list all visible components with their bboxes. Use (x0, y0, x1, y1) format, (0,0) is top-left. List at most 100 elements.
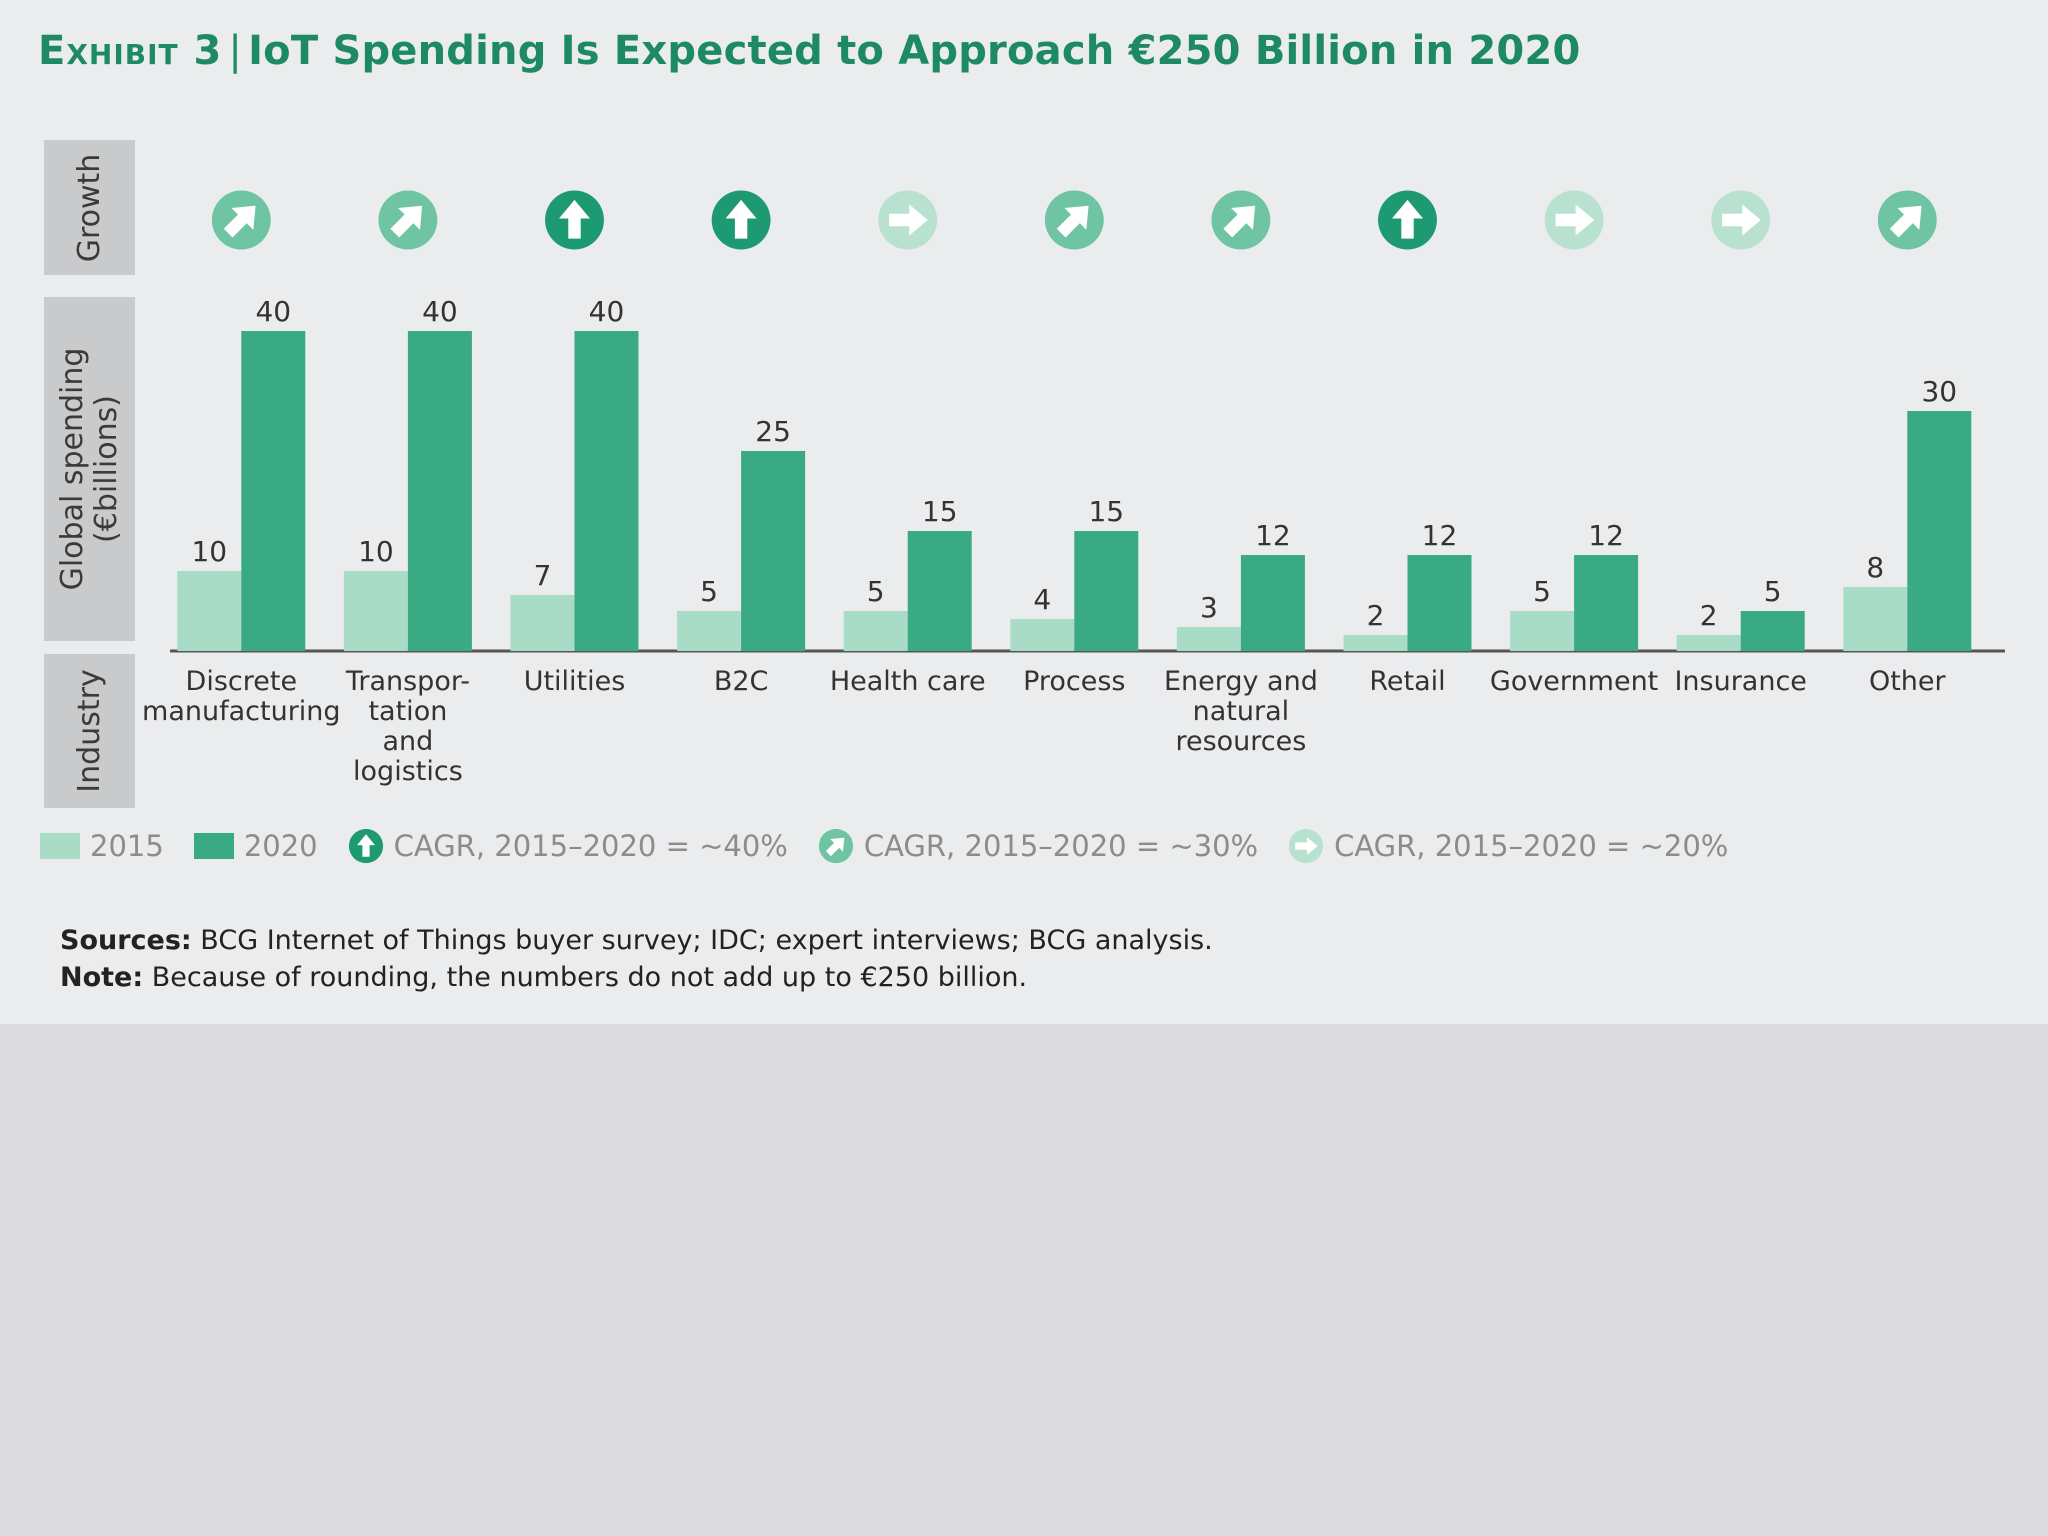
arrow-right-circle-icon (1288, 828, 1324, 864)
category-label-1-2: and (383, 726, 434, 757)
bar-2015-4 (843, 611, 908, 651)
growth-icon-7 (1378, 190, 1437, 250)
growth-icon-3 (711, 190, 771, 250)
data-label-2015-8: 5 (1533, 575, 1551, 608)
growth-icon-3-arrow (725, 199, 757, 239)
bar-2015-0 (177, 571, 242, 651)
growth-icon-2-arrow (559, 199, 590, 239)
bar-2015-5 (1010, 619, 1075, 651)
bar-2020-1 (407, 331, 472, 651)
legend-label-cagr40: CAGR, 2015–2020 = ~40% (393, 829, 788, 863)
data-label-2015-10: 8 (1866, 551, 1884, 584)
bar-2015-8 (1510, 611, 1575, 651)
legend-swatch-2020 (193, 833, 234, 859)
growth-icon-9-arrow (1722, 204, 1761, 236)
data-label-2020-3: 25 (755, 415, 791, 448)
legend-swatch-2015 (40, 833, 80, 859)
data-label-2020-7: 12 (1422, 519, 1458, 552)
category-label-8-0: Government (1490, 666, 1658, 697)
category-label-0-0: Discrete (186, 666, 298, 697)
growth-icon-10-arrow (1889, 205, 1922, 238)
growth-icon-7-arrow (1392, 199, 1423, 239)
bar-2015-2 (510, 595, 575, 651)
growth-icon-8-arrow (1555, 204, 1595, 236)
bar-2020-6 (1240, 555, 1305, 651)
category-label-10-0: Other (1869, 666, 1947, 697)
bar-2015-1 (343, 571, 408, 651)
category-label-6-2: resources (1175, 726, 1306, 757)
growth-icon-5-arrow (1056, 205, 1089, 238)
exhibit-title: Exhibit 3 | IoT Spending Is Expected to Ap… (38, 28, 1580, 74)
growth-icon-4 (878, 190, 938, 250)
bar-2020-5 (1074, 531, 1139, 651)
growth-icon-2 (545, 190, 604, 250)
data-label-2015-2: 7 (534, 559, 552, 592)
title-text: IoT Spending Is Expected to Approach €25… (248, 28, 1581, 74)
bar-2015-9 (1676, 635, 1741, 651)
growth-icon-1-arrow (390, 205, 423, 238)
legend-item-2020: 2020 (193, 829, 318, 863)
growth-icon-9 (1711, 190, 1771, 250)
data-label-2020-10: 30 (1921, 375, 1957, 408)
legend-icon-shape-leg-ic30 (818, 828, 853, 864)
bar-2020-3 (741, 451, 806, 651)
category-label-1-1: tation (368, 696, 447, 727)
legend-icon-shape-leg-ic20 (1288, 828, 1324, 864)
category-label-3-0: B2C (714, 666, 769, 697)
source-notes: Sources: BCG Internet of Things buyer su… (60, 922, 1213, 996)
data-label-2015-1: 10 (358, 535, 394, 568)
data-label-2015-0: 10 (191, 535, 227, 568)
bar-2020-8 (1574, 555, 1639, 651)
leg-ic40-arrow (356, 834, 375, 857)
category-label-2-0: Utilities (524, 666, 626, 697)
growth-icon-1 (378, 190, 438, 250)
legend-label-2015: 2015 (90, 829, 164, 863)
growth-icon-0 (211, 190, 271, 250)
industry-row-header: Industry (44, 654, 135, 808)
leg-ic30-arrow (825, 837, 845, 857)
bar-2015-3 (677, 611, 742, 651)
bar-2015-10 (1843, 587, 1908, 651)
title-separator: | (228, 28, 243, 74)
category-label-4-0: Health care (830, 666, 986, 697)
legend-icon-shape-leg-ic40 (348, 828, 383, 864)
category-label-0-1: manufacturing (142, 696, 341, 727)
bar-2020-9 (1740, 611, 1805, 651)
growth-icon-10 (1877, 190, 1937, 250)
data-label-2020-5: 15 (1088, 495, 1124, 528)
exhibit-number: Exhibit 3 (38, 28, 223, 74)
legend: 2015 2020 CAGR, 2015–2020 = ~40% CAGR, 2… (40, 828, 1744, 864)
legend-label-2020: 2020 (243, 829, 318, 863)
data-label-2020-4: 15 (922, 495, 958, 528)
data-label-2015-4: 5 (867, 575, 885, 608)
category-label-1-0: Transpor- (345, 666, 470, 697)
legend-label-cagr30: CAGR, 2015–2020 = ~30% (863, 829, 1259, 863)
bar-2020-4 (907, 531, 972, 651)
sources-line: Sources: BCG Internet of Things buyer su… (60, 922, 1213, 959)
bar-2020-0 (241, 331, 306, 651)
data-label-2015-3: 5 (700, 575, 718, 608)
arrow-up-circle-icon (348, 828, 383, 864)
growth-icon-0-arrow (223, 205, 256, 238)
data-label-2015-7: 2 (1367, 599, 1385, 632)
legend-item-2015: 2015 (40, 829, 164, 863)
legend-item-cagr20: CAGR, 2015–2020 = ~20% (1288, 828, 1728, 864)
note-text: Because of rounding, the numbers do not … (143, 962, 1028, 993)
growth-icon-4-arrow (889, 204, 928, 236)
data-label-2020-2: 40 (589, 295, 625, 328)
data-label-2015-5: 4 (1033, 583, 1051, 616)
legend-item-cagr30: CAGR, 2015–2020 = ~30% (818, 828, 1258, 864)
growth-icon-6-arrow (1223, 205, 1256, 238)
growth-icon-8 (1544, 190, 1604, 250)
leg-ic20-arrow (1295, 837, 1318, 855)
bar-2020-2 (574, 331, 639, 651)
bar-2020-7 (1407, 555, 1472, 651)
legend-item-cagr40: CAGR, 2015–2020 = ~40% (348, 828, 788, 864)
note-line: Note: Because of rounding, the numbers d… (60, 959, 1213, 996)
category-label-7-0: Retail (1369, 666, 1445, 697)
spending-row-header: Global spending (€billions) (44, 297, 135, 641)
data-label-2020-0: 40 (255, 295, 291, 328)
category-label-5-0: Process (1023, 666, 1125, 697)
category-label-6-1: natural (1193, 696, 1290, 727)
